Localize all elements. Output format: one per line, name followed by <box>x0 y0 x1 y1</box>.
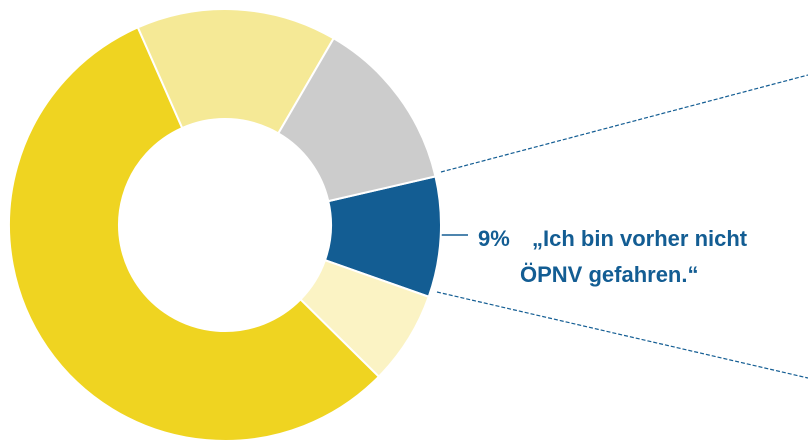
zoom-line <box>440 74 808 173</box>
category-label: ÖPNV gefahren.“ <box>520 262 698 287</box>
donut-segment <box>276 36 437 203</box>
category-label: „Ich bin vorher nicht <box>532 226 748 251</box>
zoom-line <box>436 291 808 379</box>
donut-segment <box>136 8 336 135</box>
value-label: 9% <box>478 226 510 251</box>
donut-segment <box>8 26 381 442</box>
